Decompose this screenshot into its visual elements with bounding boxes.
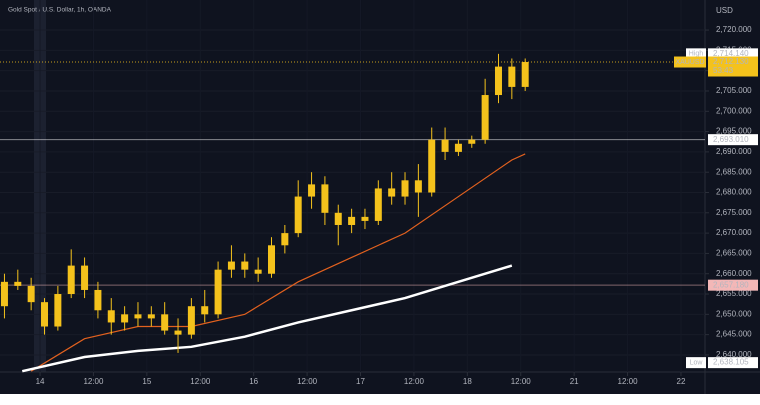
candle-body — [134, 314, 142, 319]
candle-body — [508, 66, 516, 87]
price-label: 2,638.105 — [713, 358, 749, 367]
x-tick-label: 12:00 — [404, 377, 425, 386]
y-tick-label: 2,700.000 — [716, 106, 752, 115]
y-tick-label: 2,655.000 — [716, 289, 752, 298]
candle-body — [161, 314, 169, 331]
countdown: 53:43 — [713, 66, 734, 75]
x-tick-label: 14 — [36, 377, 45, 386]
price-label-box — [708, 134, 758, 146]
x-tick-label: 12:00 — [511, 377, 532, 386]
candle-body — [441, 139, 449, 152]
candle-body — [494, 66, 502, 96]
price-tag-box — [686, 357, 706, 369]
candle-body — [0, 281, 8, 307]
y-tick-label: 2,675.000 — [716, 208, 752, 217]
candle-body — [428, 139, 436, 193]
x-tick-label: 18 — [463, 377, 472, 386]
candle-body — [14, 281, 22, 286]
candle-body — [201, 306, 209, 315]
y-tick-label: 2,645.000 — [716, 330, 752, 339]
x-tick-label: 15 — [142, 377, 151, 386]
price-tag-box — [674, 56, 706, 68]
candle-body — [54, 294, 62, 327]
price-label-box — [708, 357, 758, 369]
price-label-box — [708, 279, 758, 291]
price-tag-box — [686, 48, 706, 60]
candle-body — [254, 269, 262, 274]
chart-title: Gold Spot / U.S. Dollar, 1h, OANDA — [8, 7, 112, 14]
candle-body — [468, 139, 476, 144]
candle-body — [187, 306, 195, 335]
price-tag: High — [689, 51, 704, 58]
y-tick-label: 2,720.000 — [716, 25, 752, 34]
price-label: 2,712.130 — [713, 57, 749, 66]
y-tick-label: 2,670.000 — [716, 228, 752, 237]
candle-body — [454, 143, 462, 152]
candle-body — [308, 184, 316, 197]
candle-body — [481, 95, 489, 140]
price-label: 2,657.180 — [713, 280, 749, 289]
x-tick-label: 12:00 — [190, 377, 211, 386]
candle-body — [374, 188, 382, 221]
candle-body — [348, 216, 356, 225]
y-tick-label: 2,640.000 — [716, 350, 752, 359]
candle-body — [267, 245, 275, 274]
y-tick-label: 2,680.000 — [716, 188, 752, 197]
candle-body — [67, 265, 75, 295]
candle-body — [214, 269, 222, 315]
x-tick-label: 12:00 — [618, 377, 639, 386]
candle-body — [241, 261, 249, 270]
y-tick-label: 2,690.000 — [716, 147, 752, 156]
candle-body — [401, 180, 409, 197]
candle-body — [294, 196, 302, 234]
y-tick-label: 2,665.000 — [716, 249, 752, 258]
price-tag: XAUUSD — [675, 59, 704, 66]
x-tick-label: 12:00 — [297, 377, 318, 386]
candle-body — [321, 184, 329, 213]
price-label: 2,693.010 — [713, 135, 749, 144]
price-label: 2,714.140 — [713, 49, 749, 58]
candle-body — [81, 265, 89, 290]
moving-average-line — [30, 153, 526, 372]
candle-body — [334, 212, 342, 225]
candle-body — [147, 314, 155, 319]
x-tick-label: 12:00 — [83, 377, 104, 386]
y-tick-label: 2,660.000 — [716, 269, 752, 278]
y-tick-label: 2,695.000 — [716, 127, 752, 136]
candle-body — [388, 188, 396, 197]
candle-body — [227, 261, 235, 270]
candle-body — [107, 310, 115, 323]
candle-body — [361, 216, 369, 221]
candle-body — [121, 314, 129, 323]
x-tick-label: 21 — [570, 377, 579, 386]
candle-body — [521, 62, 529, 87]
y-tick-label: 2,705.000 — [716, 86, 752, 95]
y-tick-label: 2,685.000 — [716, 167, 752, 176]
y-tick-label: 2,650.000 — [716, 309, 752, 318]
candle-body — [281, 233, 289, 246]
x-tick-label: 22 — [677, 377, 686, 386]
candle-body — [94, 289, 102, 311]
price-label-box — [708, 56, 758, 77]
candle-body — [174, 330, 182, 335]
candle-body — [27, 285, 35, 303]
x-tick-label: 16 — [249, 377, 258, 386]
x-tick-label: 17 — [356, 377, 365, 386]
moving-average-line — [21, 264, 513, 373]
candle-body — [41, 302, 49, 327]
price-label-box — [708, 48, 758, 60]
candle-body — [414, 180, 422, 193]
price-tag: Low — [690, 359, 704, 366]
currency-label: USD — [716, 6, 733, 15]
